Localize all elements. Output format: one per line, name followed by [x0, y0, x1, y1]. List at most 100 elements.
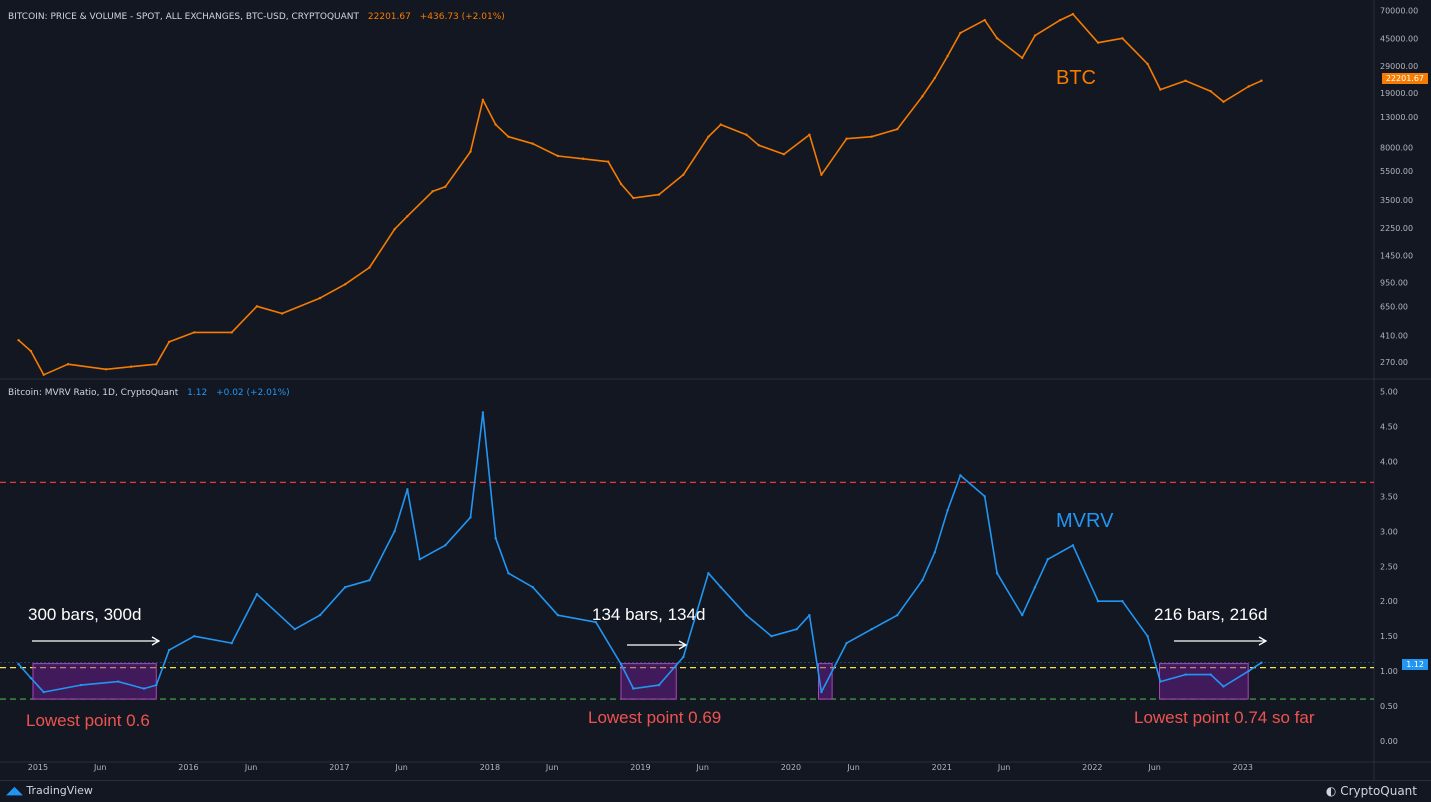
price-axis-tick: 270.00: [1380, 358, 1408, 367]
time-axis-tick: 2017: [329, 763, 349, 772]
mvrv-point: [795, 627, 798, 631]
btc-price-point: [1146, 62, 1149, 66]
btc-price-point: [1260, 79, 1263, 82]
time-axis-tick: Jun: [695, 763, 709, 772]
btc-price-point: [921, 95, 924, 98]
mvrv-axis-tick: 1.50: [1380, 632, 1398, 641]
btc-price-point: [255, 305, 259, 308]
btc-price-point: [657, 193, 661, 196]
btc-price-point: [155, 363, 158, 366]
annotation-low-2022: Lowest point 0.74 so far: [1134, 708, 1315, 727]
mvrv-point: [820, 690, 823, 694]
price-axis-tick: 13000.00: [1380, 113, 1418, 122]
mvrv-axis-tick: 3.00: [1380, 527, 1398, 536]
undervalued-zone: [32, 663, 157, 700]
btc-price-point: [1121, 37, 1124, 40]
price-legend-change: +436.73 (+2.01%): [419, 12, 505, 22]
time-axis-tick: Jun: [394, 763, 408, 772]
undervalued-zone: [818, 663, 833, 700]
arrow-2019-head: [678, 640, 688, 650]
mvrv-point: [155, 683, 158, 687]
annotation-low-2015: Lowest point 0.6: [26, 711, 150, 730]
mvrv-point: [770, 634, 773, 638]
mvrv-legend: Bitcoin: MVRV Ratio, 1D, CryptoQuant 1.1…: [8, 388, 296, 398]
time-axis-tick: Jun: [1147, 763, 1161, 772]
mvrv-axis-tick: 3.50: [1380, 492, 1398, 501]
mvrv-point: [1021, 613, 1024, 617]
btc-price-point: [820, 173, 823, 176]
tradingview-label: TradingView: [26, 784, 93, 797]
btc-price-point: [896, 127, 899, 131]
btc-price-point: [1247, 85, 1250, 88]
mvrv-axis-tick: 0.50: [1380, 702, 1398, 711]
mvrv-axis-tick: 4.00: [1380, 457, 1398, 466]
btc-price-point: [995, 37, 999, 40]
btc-price-point: [444, 185, 447, 189]
cryptoquant-logo: ◐ CryptoQuant: [1326, 784, 1417, 798]
mvrv-point: [946, 509, 949, 512]
mvrv-point: [1071, 544, 1075, 547]
time-axis-tick: Jun: [545, 763, 559, 772]
mvrv-point: [808, 613, 811, 617]
price-axis-tick: 5500.00: [1380, 167, 1413, 176]
btc-price-point: [1071, 12, 1075, 16]
btc-price-point: [1159, 88, 1162, 91]
time-axis-tick: 2018: [480, 763, 500, 772]
btc-price-point: [933, 76, 937, 80]
mvrv-point: [896, 613, 899, 617]
btc-price-point: [104, 368, 108, 371]
mvrv-point: [1222, 685, 1225, 688]
annotation-bars-2019: 134 bars, 134d: [592, 605, 705, 624]
mvrv-point: [1046, 558, 1049, 561]
mvrv-badge: 1.12: [1402, 659, 1428, 670]
time-axis-tick: Jun: [846, 763, 860, 772]
mvrv-point: [719, 586, 722, 589]
price-badge: 22201.67: [1381, 73, 1428, 84]
mvrv-point: [444, 544, 447, 547]
cryptoquant-label: CryptoQuant: [1340, 784, 1417, 798]
mvrv-point: [1159, 680, 1162, 683]
btc-price-point: [707, 135, 710, 138]
btc-price-point: [782, 153, 786, 156]
mvrv-point: [167, 648, 171, 652]
btc-price-point: [1184, 79, 1187, 82]
annotation-bars-2022: 216 bars, 216d: [1154, 605, 1267, 624]
undervalued-zone: [1159, 663, 1249, 700]
mvrv-axis-tick: 4.50: [1380, 422, 1398, 431]
btc-price-point: [193, 331, 196, 334]
price-axis-tick: 410.00: [1380, 331, 1408, 340]
time-axis-tick: Jun: [997, 763, 1011, 772]
btc-price-point: [845, 137, 848, 140]
btc-price-point: [632, 196, 635, 200]
mvrv-point: [1121, 600, 1124, 603]
mvrv-point: [1209, 673, 1212, 676]
btc-price-point: [368, 266, 371, 269]
time-axis-tick: 2023: [1233, 763, 1253, 772]
mvrv-point: [531, 586, 534, 589]
annotation-bars-2015: 300 bars, 300d: [28, 605, 141, 624]
price-axis-tick: 29000.00: [1380, 62, 1418, 71]
btc-price-point: [481, 98, 485, 102]
mvrv-legend-change: +0.02 (+2.01%): [216, 388, 290, 398]
mvrv-point: [469, 516, 472, 519]
btc-price-point: [1021, 56, 1024, 60]
btc-price-point: [469, 150, 472, 153]
arrow-2015-head: [151, 636, 161, 646]
mvrv-point: [933, 551, 937, 554]
price-legend-title: BITCOIN: PRICE & VOLUME - SPOT, ALL EXCH…: [8, 12, 360, 22]
btc-price-point: [556, 154, 560, 158]
mvrv-point: [1146, 634, 1149, 638]
mvrv-point: [42, 690, 45, 694]
btc-label: BTC: [1056, 67, 1096, 89]
mvrv-point: [193, 634, 196, 638]
btc-price-point: [129, 365, 133, 368]
mvrv-point: [845, 641, 848, 645]
mvrv-point: [1184, 673, 1187, 676]
btc-price-point: [343, 283, 347, 286]
btc-price-point: [619, 182, 623, 186]
annotation-low-2019: Lowest point 0.69: [588, 708, 721, 727]
mvrv-point: [418, 558, 421, 561]
price-axis-tick: 70000.00: [1380, 6, 1418, 15]
mvrv-legend-title: Bitcoin: MVRV Ratio, 1D, CryptoQuant: [8, 388, 179, 398]
